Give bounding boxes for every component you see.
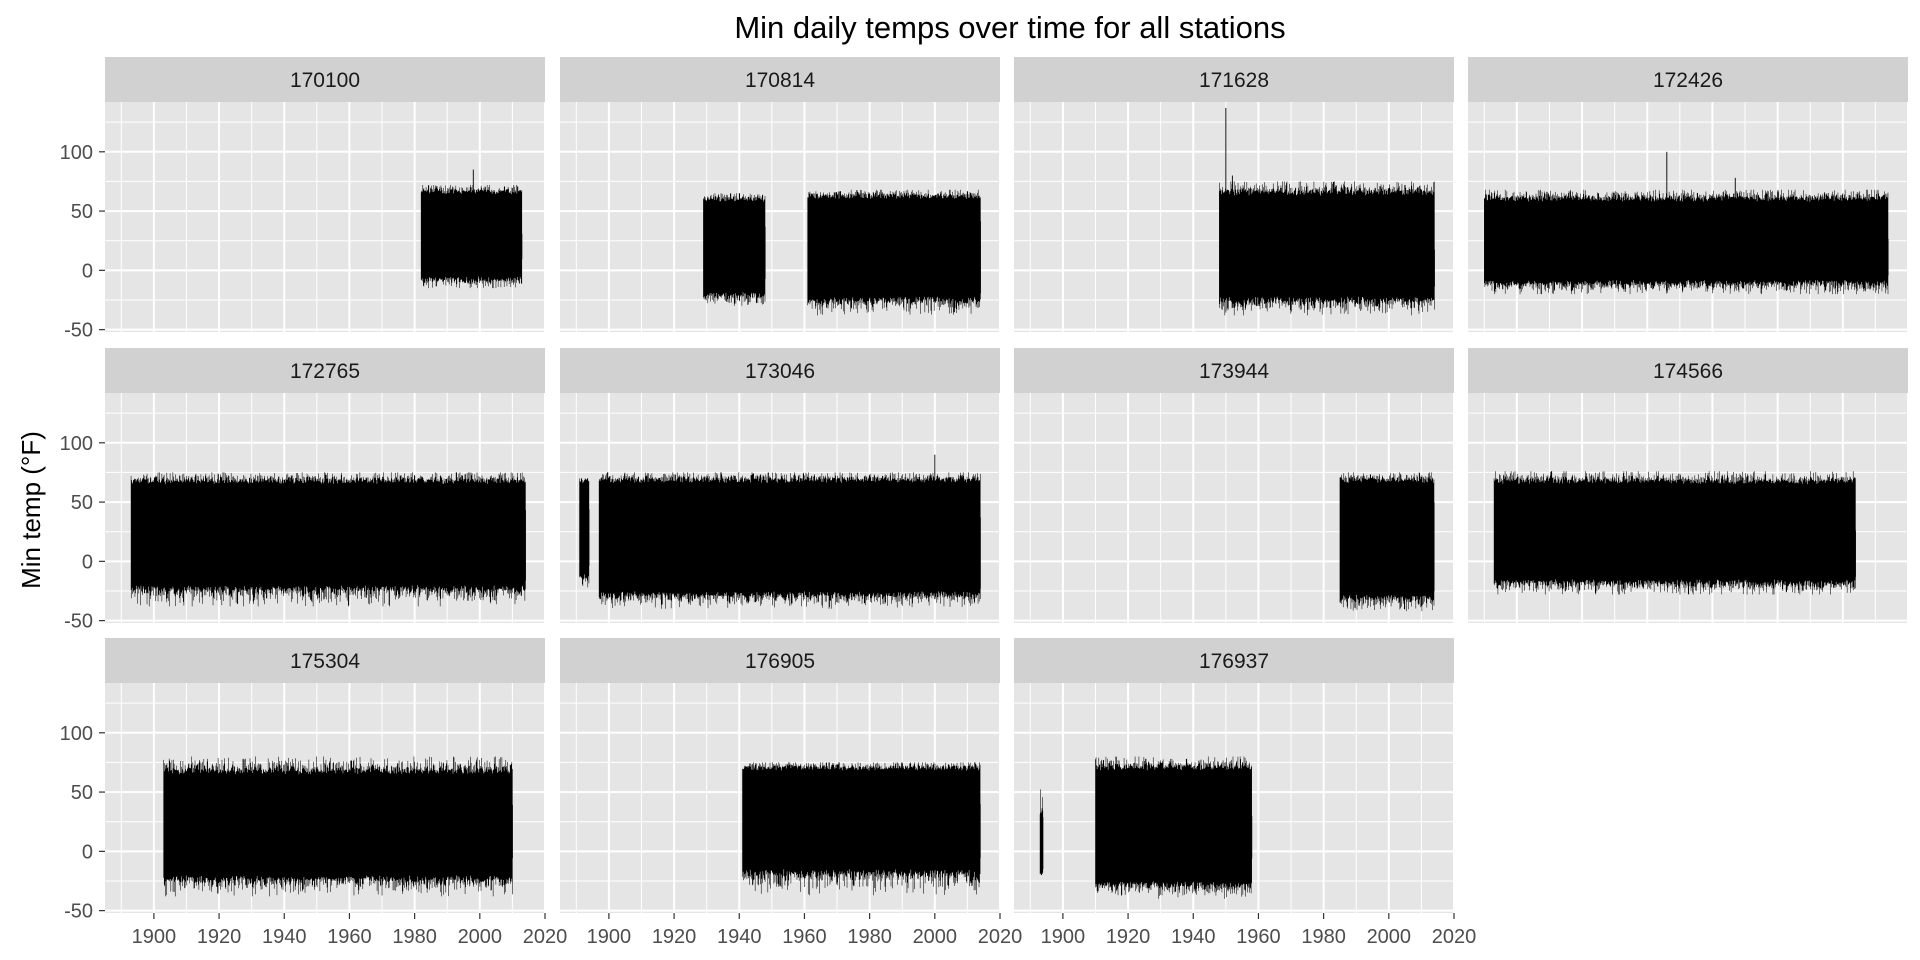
x-tick-label: 1980 <box>847 926 892 948</box>
facet-strip <box>1468 57 1908 102</box>
facet-strip <box>560 57 1000 102</box>
x-tick-label: 1900 <box>132 926 177 948</box>
series-line-172426 <box>1484 151 1889 295</box>
facet-strip <box>560 638 1000 683</box>
facet-strip-label: 176937 <box>1199 650 1269 673</box>
x-tick-label: 1980 <box>392 926 437 948</box>
y-tick-label: 0 <box>82 841 93 863</box>
series-segment <box>1219 181 1435 316</box>
series-line-171628 <box>1219 107 1435 316</box>
series-line-174566 <box>1493 471 1856 595</box>
y-tick-label: -50 <box>64 901 93 923</box>
series-line-172765 <box>130 472 526 607</box>
series-segment <box>1339 472 1435 612</box>
x-tick-label: 1960 <box>327 926 372 948</box>
x-tick-label: 2000 <box>1367 926 1412 948</box>
series-segment <box>130 472 526 607</box>
y-tick-label: -50 <box>64 611 93 633</box>
series-segment <box>742 762 981 896</box>
y-tick-label: 100 <box>60 142 93 164</box>
series-segment <box>579 478 590 588</box>
series-segment <box>1493 471 1856 595</box>
series-segment <box>1039 789 1044 876</box>
series-line-170100 <box>420 169 523 289</box>
facet-strip <box>1014 638 1454 683</box>
facet-strip <box>1014 57 1454 102</box>
facet-strip-label: 170100 <box>290 69 360 92</box>
x-tick-label: 1920 <box>1106 926 1151 948</box>
facet-strip-label: 173046 <box>745 360 815 383</box>
x-tick-label: 1920 <box>652 926 697 948</box>
x-tick-label: 1940 <box>1171 926 1216 948</box>
facet-strip <box>105 57 545 102</box>
facet-panel-173046: 173046 <box>560 348 1001 623</box>
panel-grid <box>1014 683 1455 913</box>
series-segment <box>703 193 766 306</box>
facet-panel-173944: 173944 <box>1014 348 1455 623</box>
series-segment <box>598 472 981 609</box>
x-tick-label: 1980 <box>1301 926 1346 948</box>
series-line-173944 <box>1339 472 1435 612</box>
facet-panel-176905: 176905 1900 1920 1940 1960 1980 2000 2020 <box>560 638 1022 948</box>
x-tick-label: 1900 <box>587 926 632 948</box>
x-tick-label: 1960 <box>782 926 827 948</box>
series-line-175304 <box>163 756 513 897</box>
x-tick-label: 2000 <box>458 926 503 948</box>
facet-panel-172426: 172426 <box>1468 57 1909 332</box>
x-tick-label: 2020 <box>978 926 1023 948</box>
x-tick-label: 1900 <box>1041 926 1086 948</box>
facet-panel-175304: 175304 -50 0 50 100 1900 1920 1940 1960 1980 2000 2… <box>60 638 568 948</box>
series-segment <box>1095 756 1253 899</box>
facet-strip <box>105 638 545 683</box>
chart-title: Min daily temps over time for all statio… <box>734 10 1285 45</box>
facet-panel-171628: 171628 <box>1014 57 1455 332</box>
facet-panel-172765: 172765 -50 0 50 100 <box>60 348 546 633</box>
y-tick-label: 0 <box>82 260 93 282</box>
x-tick-label: 1940 <box>717 926 762 948</box>
x-tick-label: 1940 <box>262 926 307 948</box>
y-tick-label: 100 <box>60 723 93 745</box>
series-segment <box>163 756 513 897</box>
series-line-176937 <box>1039 756 1253 899</box>
y-tick-label: -50 <box>64 320 93 342</box>
y-tick-label: 100 <box>60 433 93 455</box>
facet-strip-label: 172765 <box>290 360 360 383</box>
x-tick-label: 2020 <box>523 926 568 948</box>
y-tick-label: 0 <box>82 551 93 573</box>
series-segment <box>807 189 981 316</box>
facet-strip-label: 170814 <box>745 69 815 92</box>
facet-strip-label: 175304 <box>290 650 360 673</box>
series-segment <box>420 185 523 289</box>
x-tick-label: 2000 <box>913 926 958 948</box>
y-tick-label: 50 <box>71 492 93 514</box>
facet-strip <box>105 348 545 393</box>
facet-panel-174566: 174566 <box>1468 348 1909 623</box>
facet-strip <box>1014 348 1454 393</box>
x-tick-label: 2020 <box>1432 926 1477 948</box>
facet-strip-label: 174566 <box>1653 360 1723 383</box>
facet-strip <box>1468 348 1908 393</box>
facet-strip-label: 171628 <box>1199 69 1269 92</box>
facet-strip-label: 172426 <box>1653 69 1723 92</box>
y-axis-title: Min temp (°F) <box>16 431 46 589</box>
series-line-170814 <box>703 189 981 316</box>
facet-panel-176937: 176937 1900 1920 1940 1960 1980 2000 2020 <box>1014 638 1476 948</box>
x-tick-label: 1920 <box>197 926 242 948</box>
y-tick-label: 50 <box>71 201 93 223</box>
series-segment <box>1484 189 1889 295</box>
y-tick-label: 50 <box>71 782 93 804</box>
facet-panels: 170100 -50 0 50 100 170814 171628 172426 172765 -… <box>60 57 1909 948</box>
facet-strip-label: 176905 <box>745 650 815 673</box>
x-tick-label: 1960 <box>1236 926 1281 948</box>
panel-grid <box>105 102 546 332</box>
facet-strip <box>560 348 1000 393</box>
series-line-173046 <box>579 454 981 609</box>
series-line-176905 <box>742 762 981 896</box>
facet-panel-170814: 170814 <box>560 57 1001 332</box>
facet-strip-label: 173944 <box>1199 360 1269 383</box>
facet-panel-170100: 170100 -50 0 50 100 <box>60 57 546 342</box>
